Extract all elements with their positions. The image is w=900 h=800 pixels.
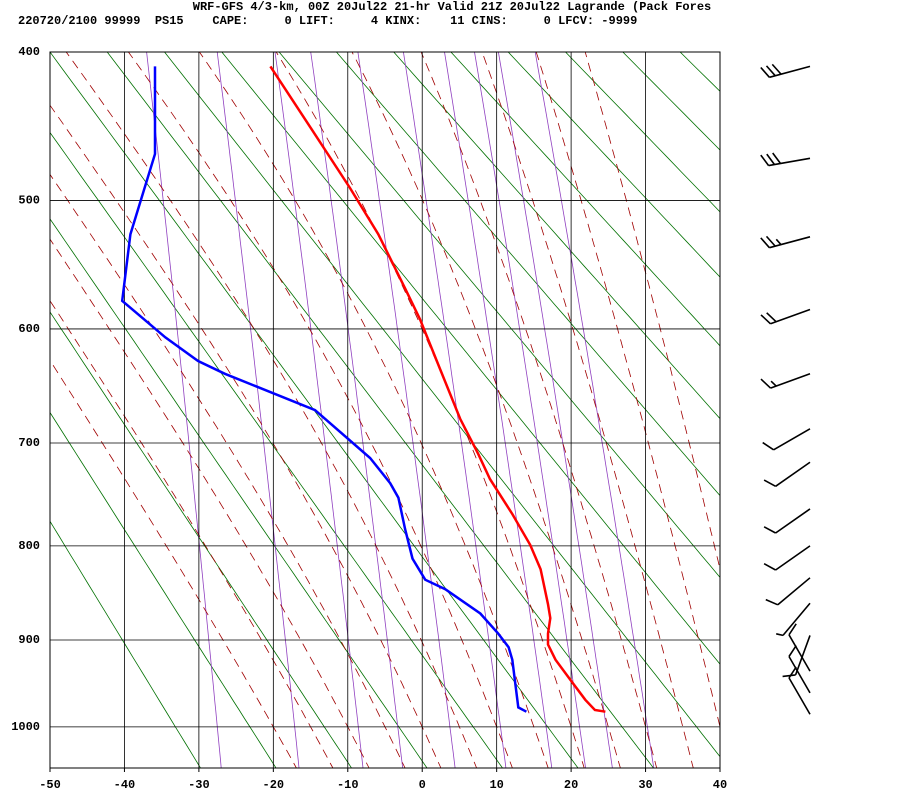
- moist-adiabat: [50, 300, 334, 768]
- wind-barb: [763, 508, 811, 534]
- y-tick-label: 800: [18, 539, 40, 553]
- mixing-ratio-line: [357, 52, 456, 768]
- wind-barb: [760, 373, 811, 389]
- moist-adiabat: [50, 104, 442, 768]
- moist-adiabat: [50, 359, 297, 768]
- x-tick-label: 10: [489, 778, 503, 792]
- moist-adiabat: [65, 52, 478, 768]
- dry-adiabat: [873, 19, 900, 784]
- dry-adiabat: [50, 311, 352, 768]
- wind-barb: [763, 545, 811, 571]
- mixing-ratio-line: [402, 52, 507, 768]
- moist-adiabat: [481, 52, 694, 768]
- y-tick-label: 600: [18, 322, 40, 336]
- y-tick-label: 500: [18, 194, 40, 208]
- moist-adiabat: [198, 52, 549, 768]
- x-tick-label: 0: [419, 778, 426, 792]
- wind-barb: [760, 308, 811, 325]
- x-tick-label: -50: [39, 778, 61, 792]
- chart-title: WRF-GFS 4/3-km, 00Z 20Jul22 21-hr Valid …: [193, 0, 711, 14]
- mixing-ratio-line: [146, 52, 222, 768]
- x-tick-label: -20: [263, 778, 285, 792]
- dry-adiabat: [163, 52, 720, 758]
- dry-adiabat: [564, 52, 720, 213]
- dry-adiabat: [335, 52, 720, 497]
- mixing-ratio-line: [474, 52, 587, 768]
- x-tick-label: 40: [713, 778, 727, 792]
- dry-adiabat: [703, 19, 900, 784]
- chart-subtitle: 220720/2100 99999 PS15 CAPE: 0 LIFT: 4 K…: [18, 14, 637, 28]
- moist-adiabat: [127, 52, 513, 768]
- x-tick-label: 30: [638, 778, 652, 792]
- mixing-ratio-line: [216, 52, 300, 768]
- y-tick-label: 700: [18, 436, 40, 450]
- dry-adiabat: [50, 520, 201, 768]
- wind-barb: [762, 428, 811, 451]
- moist-adiabat: [50, 238, 370, 768]
- dry-adiabat: [278, 52, 720, 579]
- moist-adiabat: [275, 52, 585, 768]
- x-tick-label: -40: [114, 778, 136, 792]
- wind-barb: [776, 602, 811, 637]
- wind-barb: [760, 235, 811, 249]
- dewpoint-line: [120, 66, 527, 713]
- dry-adiabat: [393, 52, 720, 420]
- y-tick-label: 900: [18, 633, 40, 647]
- mixing-ratio-line: [274, 52, 364, 768]
- dry-adiabat: [221, 52, 720, 665]
- wind-barb: [782, 635, 811, 678]
- dry-adiabat: [50, 131, 503, 768]
- mixing-ratio-line: [310, 52, 404, 768]
- moist-adiabat: [50, 173, 406, 768]
- dry-adiabat: [50, 218, 428, 768]
- wind-barb: [763, 461, 811, 488]
- moist-adiabat: [535, 52, 720, 729]
- x-tick-label: -30: [188, 778, 210, 792]
- dry-adiabat: [760, 19, 900, 784]
- x-tick-label: 20: [564, 778, 578, 792]
- dry-adiabat: [679, 52, 720, 92]
- dry-adiabat: [50, 411, 277, 768]
- dry-adiabat: [816, 19, 900, 784]
- dry-adiabat: [450, 52, 720, 347]
- dry-adiabat: [106, 52, 655, 768]
- y-tick-label: 400: [18, 45, 40, 59]
- mixing-ratio-line: [534, 52, 655, 768]
- temperature-line: [269, 65, 606, 713]
- x-tick-label: -10: [337, 778, 359, 792]
- mixing-ratio-line: [444, 52, 553, 768]
- dry-adiabat: [50, 52, 579, 768]
- wind-barb: [760, 63, 811, 79]
- wind-barb: [765, 577, 811, 606]
- wind-barb: [788, 666, 811, 715]
- reference-lines: [50, 19, 900, 784]
- mixing-ratio-line: [497, 52, 613, 768]
- moist-adiabat: [420, 52, 658, 768]
- moist-adiabat: [584, 52, 720, 571]
- wind-barb: [788, 623, 811, 672]
- wind-barb: [760, 152, 811, 167]
- dry-adiabat: [622, 52, 720, 151]
- moist-adiabat: [351, 52, 621, 768]
- wind-barb: [788, 645, 811, 694]
- dry-adiabat: [507, 52, 720, 278]
- plot-frame: [49, 51, 721, 769]
- y-tick-label: 1000: [11, 720, 40, 734]
